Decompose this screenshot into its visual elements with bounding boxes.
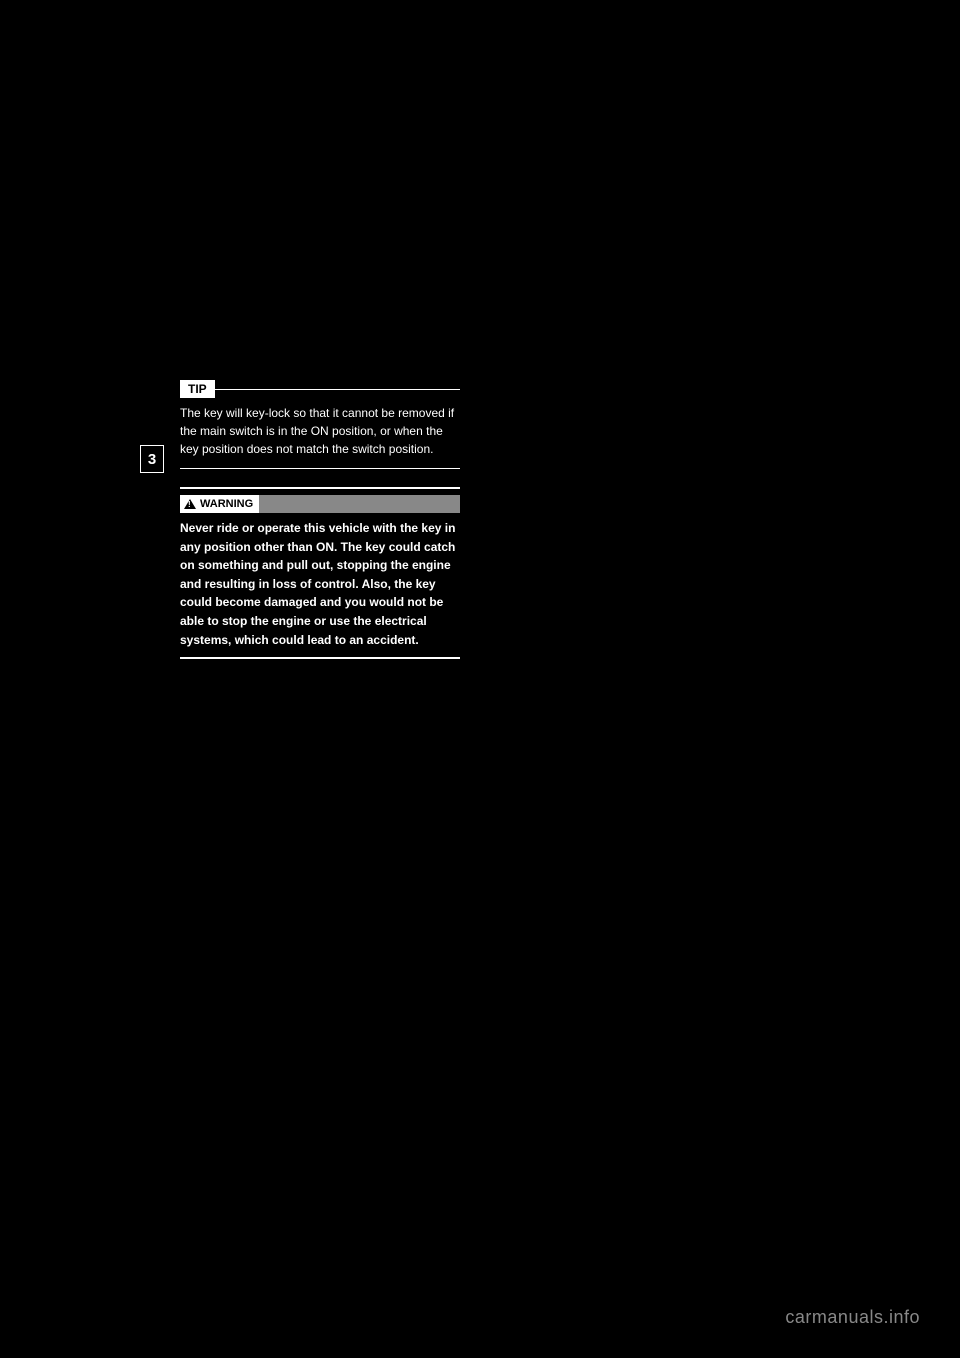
warning-badge: WARNING xyxy=(180,495,259,513)
tip-bottom-rule xyxy=(180,468,460,469)
watermark-text: carmanuals.info xyxy=(785,1307,920,1328)
warning-header: WARNING xyxy=(180,495,460,513)
chapter-tab: 3 xyxy=(140,445,164,473)
tip-header: TIP xyxy=(180,380,460,398)
warning-header-fill xyxy=(259,495,460,513)
tip-body-text: The key will key-lock so that it cannot … xyxy=(180,404,460,458)
warning-label: WARNING xyxy=(200,498,253,510)
warning-top-rule xyxy=(180,487,460,489)
chapter-number: 3 xyxy=(148,451,156,468)
warning-body-text: Never ride or operate this vehicle with … xyxy=(180,519,460,649)
tip-label: TIP xyxy=(180,380,215,398)
tip-header-rule xyxy=(215,389,460,390)
warning-bottom-rule xyxy=(180,657,460,659)
page-container: 3 TIP The key will key-lock so that it c… xyxy=(0,0,960,1358)
warning-triangle-icon xyxy=(184,499,196,509)
content-column: TIP The key will key-lock so that it can… xyxy=(180,380,460,659)
